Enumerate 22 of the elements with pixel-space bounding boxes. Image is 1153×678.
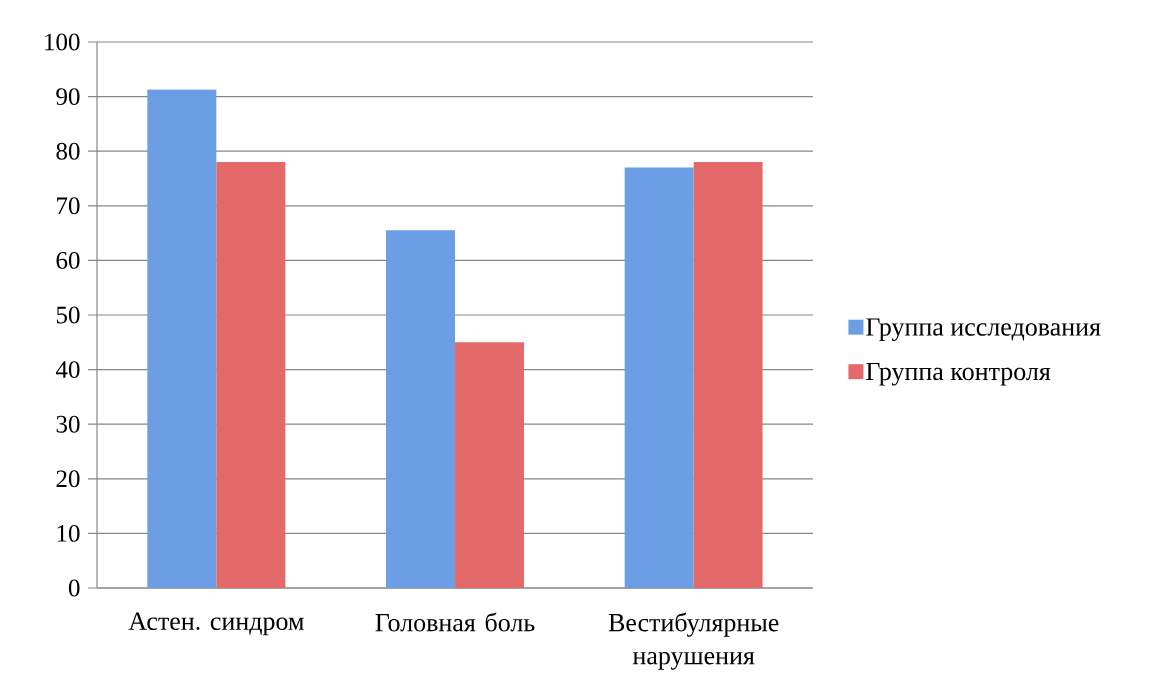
y-tick-label: 90 — [56, 88, 80, 106]
bar — [624, 167, 694, 588]
y-tick-label: 70 — [57, 197, 80, 215]
legend-label: Группа исследования — [866, 318, 1101, 342]
x-tick-label: Головная боль — [375, 612, 535, 632]
y-tick-label: 100 — [45, 33, 80, 51]
x-tick-label: Астен. синдром — [128, 612, 304, 636]
y-tick-label: 80 — [56, 142, 80, 160]
y-tick-label: 20 — [56, 470, 80, 488]
bar — [455, 342, 525, 588]
y-tick-label: 10 — [57, 524, 80, 542]
legend-label: Группа контроля — [866, 362, 1051, 386]
bar — [693, 162, 763, 588]
y-tick-label: 40 — [55, 361, 80, 379]
y-tick-label: 60 — [56, 251, 80, 269]
bar — [216, 162, 286, 588]
y-tick-label: 0 — [68, 579, 80, 597]
y-tick-label: 30 — [56, 415, 80, 433]
x-tick-label: Вестибулярные нарушения — [608, 612, 779, 670]
bar — [385, 230, 455, 588]
bar — [147, 89, 217, 588]
y-tick-label: 50 — [56, 306, 80, 324]
